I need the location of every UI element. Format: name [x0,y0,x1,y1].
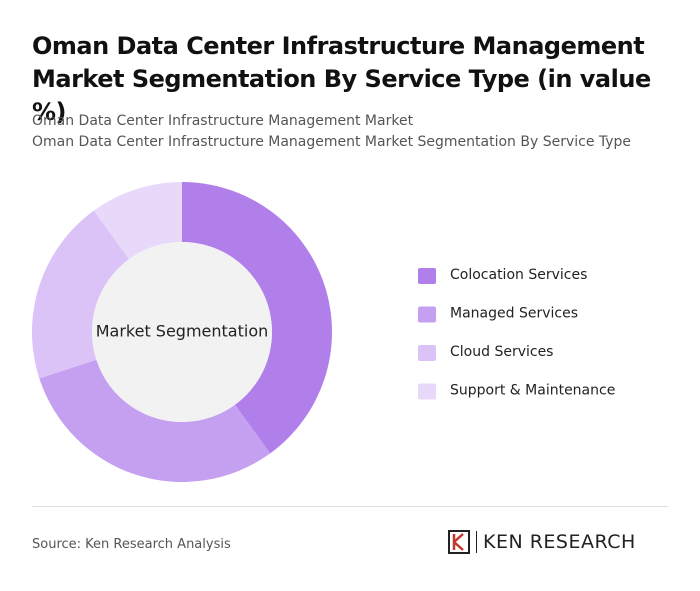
brand: KEN RESEARCH [483,531,636,553]
slice [93,182,182,260]
legend-swatch [418,345,436,361]
logo: KEN RESEARCH [448,530,636,554]
source: Source: Ken Research Analysis [32,537,231,552]
legend-swatch [418,268,436,284]
center-label: Market Segmentation [96,322,269,341]
logo-icon [448,530,470,554]
slice [31,210,130,379]
subtitle: Oman Data Center Infrastructure Manageme… [32,113,414,129]
legend-swatch [418,383,436,400]
chart-title: Oman Data Center Infrastructure Manageme… [32,32,651,126]
legend-label: Support & Maintenance [450,383,615,399]
logo-divider [476,531,477,553]
donut-center [92,242,272,422]
divider [32,506,668,507]
chart: Market Segmentation Colocation Services Ma… [31,182,615,482]
legend-swatch [418,306,436,323]
slice [182,182,332,454]
legend-label: Colocation Services [450,267,587,283]
slice [39,359,271,482]
subtitle: Oman Data Center Infrastructure Manageme… [32,134,632,150]
legend-label: Managed Services [450,306,578,322]
legend-label: Cloud Services [450,344,553,360]
